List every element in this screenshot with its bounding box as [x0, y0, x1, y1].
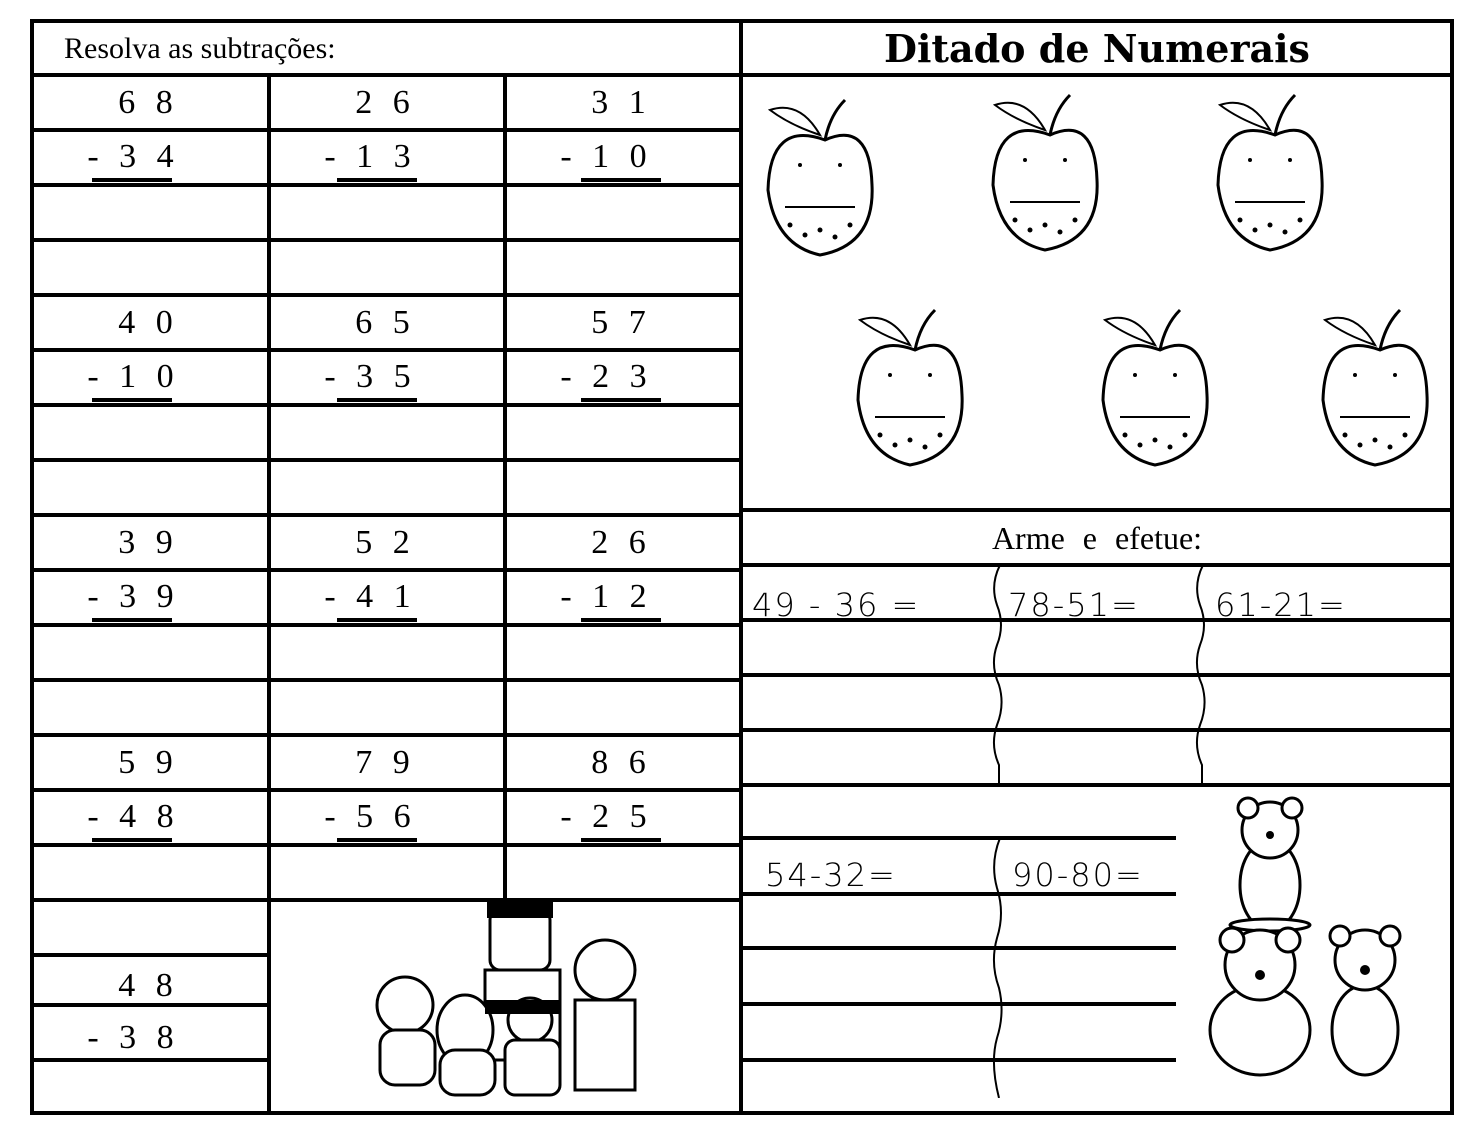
- underline: [337, 398, 417, 402]
- rule: [740, 673, 1454, 677]
- rule: [267, 75, 271, 1115]
- instruction: Resolva as subtrações:: [64, 32, 336, 65]
- apple-illustration: [856, 308, 964, 467]
- minuend: 2 6: [591, 524, 652, 561]
- rule: [740, 836, 1176, 840]
- subtrahend: - 1 3: [324, 138, 417, 175]
- title: Ditado de Numerais: [884, 26, 1310, 71]
- wavy-divider: [993, 838, 1003, 1098]
- rule: [30, 1003, 267, 1007]
- rule: [30, 403, 740, 407]
- rule: [30, 678, 740, 682]
- rule: [503, 75, 507, 900]
- rule: [30, 183, 740, 187]
- rule: [30, 788, 740, 792]
- underline: [337, 618, 417, 622]
- rule: [740, 563, 1454, 567]
- underline: [92, 1058, 172, 1062]
- rule: [30, 733, 740, 737]
- subtrahend: - 3 5: [324, 358, 417, 395]
- apple-illustration: [1101, 308, 1209, 467]
- rule: [740, 1002, 1176, 1006]
- minuend: 7 9: [355, 744, 416, 781]
- minuend: 6 5: [355, 304, 416, 341]
- minuend: 5 7: [591, 304, 652, 341]
- rule: [740, 892, 1176, 896]
- subtrahend: - 3 8: [87, 1019, 180, 1056]
- minuend: 6 8: [118, 84, 179, 121]
- apple-illustration: [1321, 308, 1429, 467]
- rule: [30, 843, 740, 847]
- underline: [581, 618, 661, 622]
- subtrahend: - 4 8: [87, 798, 180, 835]
- apple-illustration: [1216, 93, 1324, 252]
- rule: [30, 953, 267, 957]
- minuend: 4 0: [118, 304, 179, 341]
- exercise: 90-80=: [1012, 856, 1144, 894]
- apple-illustration: [991, 93, 1099, 252]
- rule: [740, 728, 1454, 732]
- rule: [30, 898, 740, 902]
- rule: [30, 348, 740, 352]
- exercise: 61-21=: [1215, 586, 1347, 624]
- cartoon-characters-illustration: [375, 900, 637, 1097]
- underline: [581, 838, 661, 842]
- minuend: 3 9: [118, 524, 179, 561]
- underline: [337, 178, 417, 182]
- bear-illustration: [1208, 796, 1402, 1077]
- exercise: 78-51=: [1008, 586, 1140, 624]
- subtrahend: - 1 0: [87, 358, 180, 395]
- underline: [92, 618, 172, 622]
- subtrahend: - 2 3: [560, 358, 653, 395]
- underline: [92, 178, 172, 182]
- minuend: 4 8: [118, 967, 179, 1004]
- rule: [740, 618, 1454, 622]
- wavy-divider: [1196, 565, 1206, 785]
- underline: [337, 838, 417, 842]
- rule: [30, 238, 740, 242]
- underline: [581, 178, 661, 182]
- subtrahend: - 5 6: [324, 798, 417, 835]
- minuend: 3 1: [591, 84, 652, 121]
- rule: [30, 293, 740, 297]
- subtrahend: - 4 1: [324, 578, 417, 615]
- rule: [30, 128, 740, 132]
- section-title: Arme e efetue:: [991, 520, 1203, 556]
- subtrahend: - 3 4: [87, 138, 180, 175]
- subtrahend: - 2 5: [560, 798, 653, 835]
- subtrahend: - 1 2: [560, 578, 653, 615]
- exercise: 54-32=: [765, 856, 897, 894]
- rule: [30, 568, 740, 572]
- underline: [92, 838, 172, 842]
- rule: [740, 1058, 1176, 1062]
- exercise: 49 - 36 =: [752, 586, 921, 624]
- rule: [740, 946, 1176, 950]
- border: [1450, 19, 1454, 1115]
- border: [30, 19, 34, 1115]
- subtrahend: - 3 9: [87, 578, 180, 615]
- rule: [740, 508, 1454, 512]
- minuend: 8 6: [591, 744, 652, 781]
- minuend: 5 9: [118, 744, 179, 781]
- minuend: 2 6: [355, 84, 416, 121]
- rule: [740, 73, 1454, 77]
- underline: [92, 398, 172, 402]
- rule: [30, 73, 740, 77]
- rule: [30, 623, 740, 627]
- apple-illustration: [766, 98, 874, 257]
- minuend: 5 2: [355, 524, 416, 561]
- subtrahend: - 1 0: [560, 138, 653, 175]
- wavy-divider: [993, 565, 1003, 785]
- rule: [30, 513, 740, 517]
- rule: [740, 783, 1454, 787]
- rule: [30, 458, 740, 462]
- divider: [739, 19, 743, 1115]
- underline: [581, 398, 661, 402]
